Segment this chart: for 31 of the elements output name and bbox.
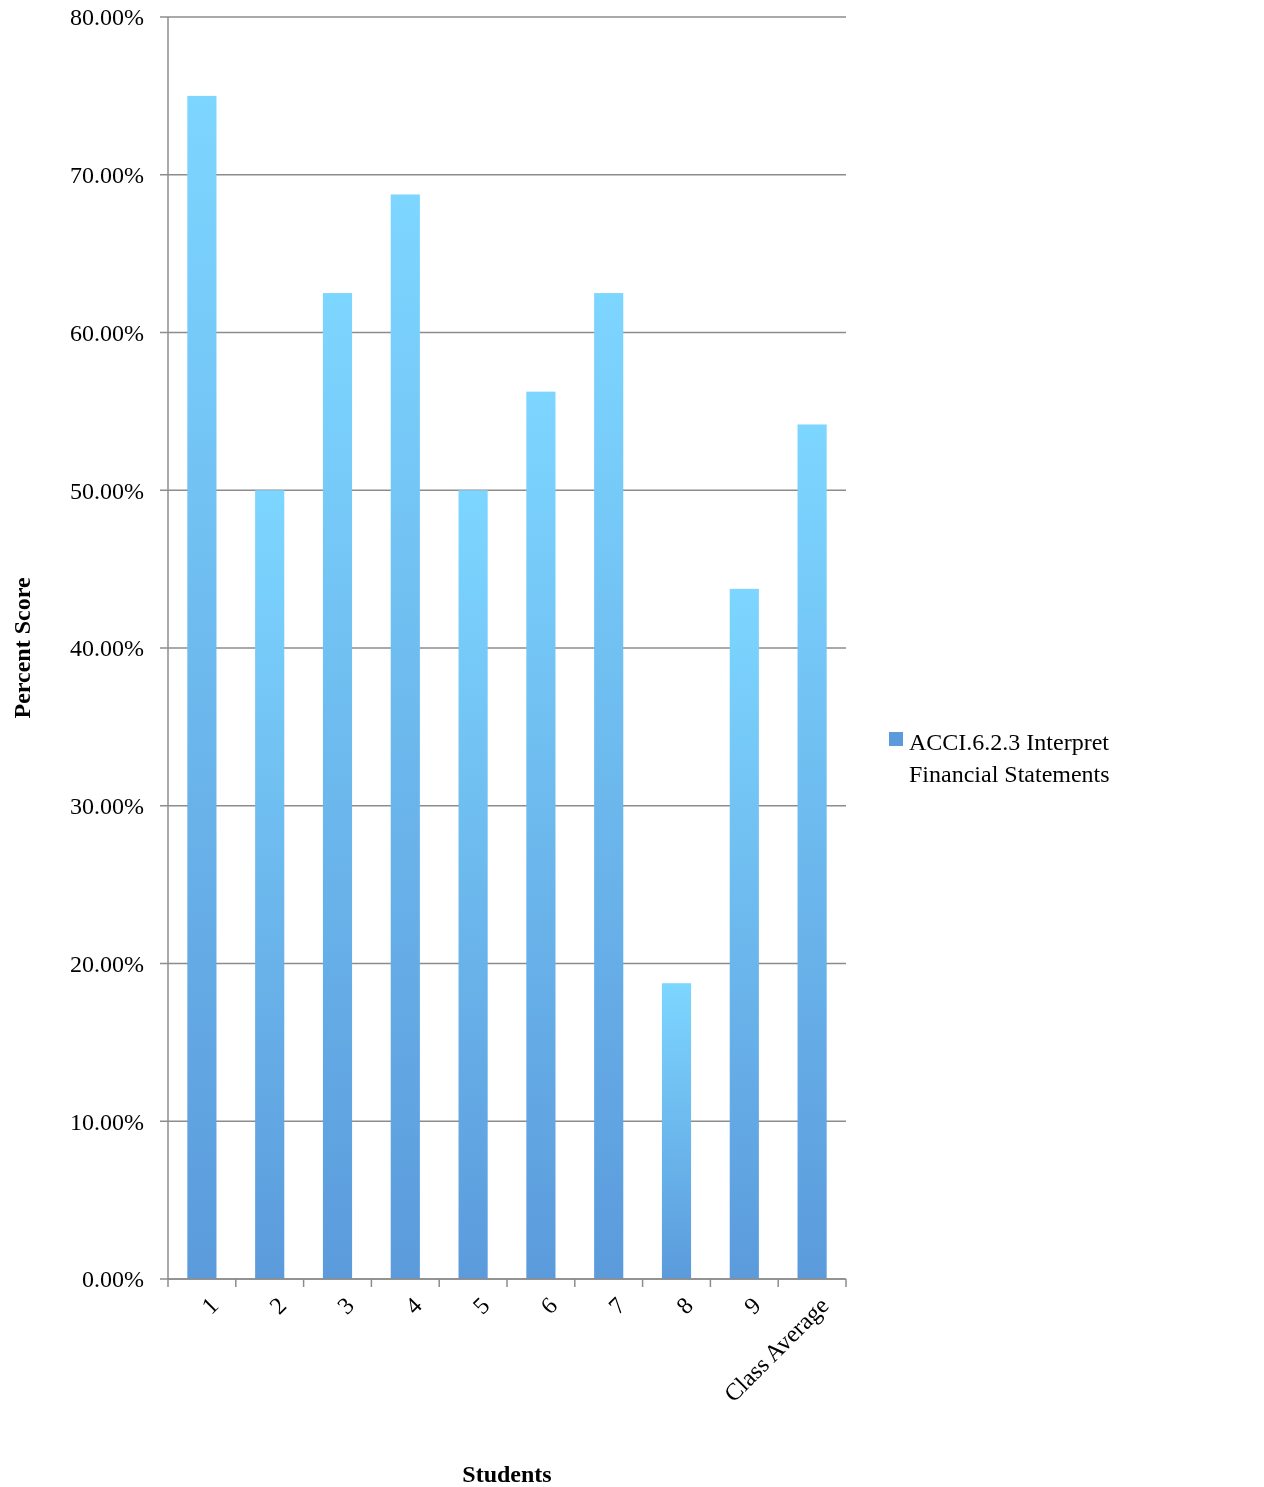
bar bbox=[255, 490, 285, 1279]
y-tick-label: 80.00% bbox=[70, 4, 144, 31]
y-tick-label: 50.00% bbox=[70, 477, 144, 504]
bar bbox=[322, 293, 353, 1279]
x-tick-label: 6 bbox=[535, 1292, 563, 1319]
x-tick-label: 1 bbox=[196, 1292, 224, 1319]
x-axis-title: Students bbox=[462, 1461, 552, 1487]
bar bbox=[661, 983, 692, 1279]
y-tick-label: 20.00% bbox=[70, 950, 144, 977]
y-tick-label: 40.00% bbox=[70, 635, 144, 662]
y-axis-title: Percent Score bbox=[9, 577, 35, 719]
x-tick-label: 9 bbox=[738, 1292, 766, 1319]
x-tick-label: 3 bbox=[332, 1292, 359, 1319]
y-tick-label: 0.00% bbox=[82, 1266, 144, 1293]
bar bbox=[729, 588, 759, 1279]
bar bbox=[187, 95, 217, 1279]
y-tick-label: 70.00% bbox=[70, 162, 144, 189]
x-tick-label: 8 bbox=[671, 1292, 698, 1319]
bar bbox=[458, 490, 488, 1279]
y-tick-label: 30.00% bbox=[70, 793, 144, 820]
bar bbox=[594, 293, 624, 1279]
x-tick-label: 7 bbox=[603, 1292, 631, 1319]
x-tick-label: 4 bbox=[399, 1292, 427, 1319]
bar bbox=[390, 194, 420, 1279]
x-tick-label: 2 bbox=[264, 1292, 292, 1319]
bar bbox=[526, 391, 556, 1279]
y-tick-label: 60.00% bbox=[70, 319, 144, 346]
y-tick-label: 10.00% bbox=[70, 1108, 144, 1135]
bar bbox=[797, 424, 827, 1279]
x-tick-label: 5 bbox=[467, 1292, 495, 1319]
legend-label: ACCI.6.2.3 Interpret Financial Statements bbox=[909, 729, 1110, 787]
